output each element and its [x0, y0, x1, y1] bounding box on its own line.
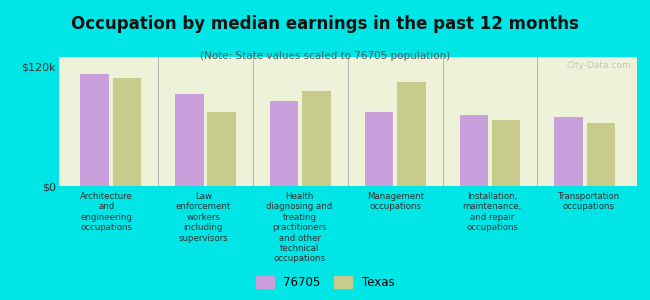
Bar [302, 91, 331, 186]
Bar [492, 119, 521, 186]
Text: Architecture
and
engineering
occupations: Architecture and engineering occupations [81, 192, 133, 232]
Text: Law
enforcement
workers
including
supervisors: Law enforcement workers including superv… [176, 192, 231, 243]
Bar [175, 94, 203, 186]
Bar [270, 101, 298, 186]
Bar [207, 112, 236, 186]
Text: Management
occupations: Management occupations [367, 192, 424, 212]
Text: City-Data.com: City-Data.com [567, 61, 631, 70]
Text: Health
diagnosing and
treating
practitioners
and other
technical
occupations: Health diagnosing and treating practitio… [266, 192, 333, 263]
Bar [554, 116, 583, 186]
Bar [587, 124, 615, 186]
Legend: 76705, Texas: 76705, Texas [251, 272, 399, 294]
Bar [460, 115, 488, 186]
Bar [112, 78, 141, 186]
Bar [397, 82, 426, 186]
Text: (Note: State values scaled to 76705 population): (Note: State values scaled to 76705 popu… [200, 51, 450, 61]
Bar [81, 74, 109, 186]
Text: Occupation by median earnings in the past 12 months: Occupation by median earnings in the pas… [71, 15, 579, 33]
Bar [365, 112, 393, 186]
Text: Installation,
maintenance,
and repair
occupations: Installation, maintenance, and repair oc… [463, 192, 522, 232]
Text: Transportation
occupations: Transportation occupations [558, 192, 620, 212]
